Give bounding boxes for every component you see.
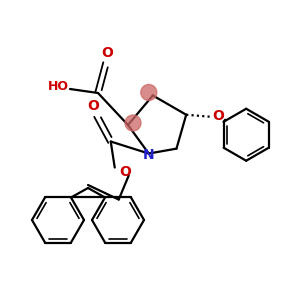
Text: N: N <box>143 148 154 161</box>
Text: O: O <box>119 164 131 178</box>
Text: O: O <box>87 98 99 112</box>
Text: HO: HO <box>47 80 68 94</box>
Circle shape <box>125 115 141 131</box>
Text: O: O <box>101 46 113 60</box>
Circle shape <box>141 85 157 101</box>
Text: O: O <box>212 109 224 123</box>
